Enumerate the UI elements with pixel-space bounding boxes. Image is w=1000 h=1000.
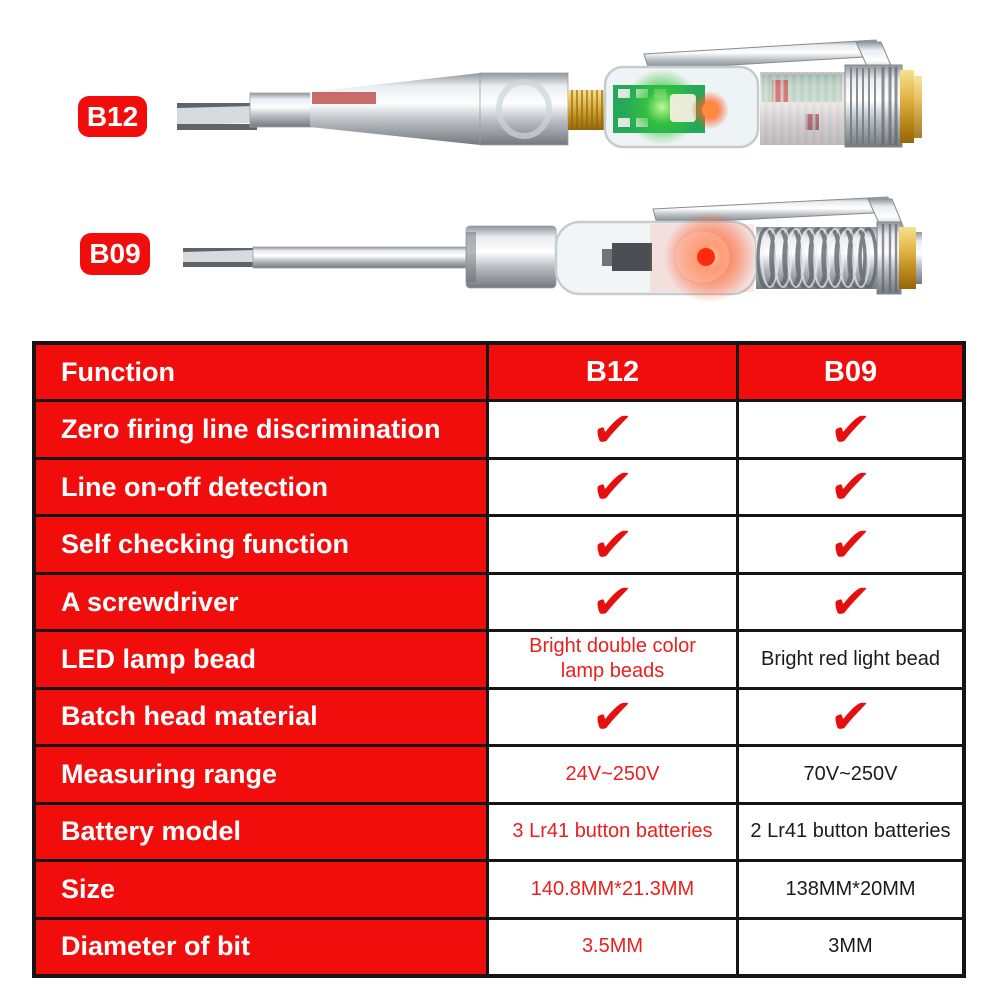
row-label: Diameter of bit	[36, 919, 486, 974]
b09-value-cell: 2 Lr41 button batteries	[739, 804, 962, 860]
voltage-tester-pen-b12-image	[177, 39, 922, 149]
b12-check-cell: ✔	[489, 689, 736, 745]
row-label: Battery model	[36, 804, 486, 860]
checkmark-icon: ✔	[589, 689, 636, 745]
checkmark-icon: ✔	[589, 574, 636, 630]
pen-shaft	[252, 225, 557, 289]
product-badge-b12: B12	[78, 96, 147, 137]
row-label: Batch head material	[36, 689, 486, 745]
b09-check-cell: ✔	[739, 574, 962, 630]
row-label: Zero firing line discrimination	[36, 402, 486, 457]
checkmark-icon: ✔	[827, 574, 874, 630]
spring-section	[756, 227, 878, 289]
b12-check-cell: ✔	[489, 402, 736, 457]
circuit-section	[760, 72, 845, 145]
checkmark-icon: ✔	[827, 459, 874, 515]
row-label: LED lamp bead	[36, 632, 486, 687]
b12-check-cell: ✔	[489, 459, 736, 515]
screwdriver-blade	[177, 103, 257, 130]
b12-value-cell: 24V~250V	[489, 747, 736, 802]
b09-check-cell: ✔	[739, 459, 962, 515]
spec-comparison-table: Function B12 B09 Zero firing line discri…	[32, 341, 966, 978]
b09-value-cell: 70V~250V	[739, 747, 962, 802]
red-label-band	[312, 92, 376, 104]
checkmark-icon: ✔	[827, 402, 874, 457]
gold-tip-ring	[900, 70, 914, 143]
b12-value-cell: 3.5MM	[489, 919, 736, 974]
b09-value-cell: Bright red light bead	[739, 632, 962, 687]
checkmark-icon: ✔	[827, 689, 874, 745]
indicator-window	[603, 65, 760, 149]
b09-check-cell: ✔	[739, 517, 962, 572]
b09-value-cell: 3MM	[739, 919, 962, 974]
product-badge-b09: B09	[80, 233, 150, 275]
pen-shaft	[249, 72, 569, 146]
voltage-tester-pen-b09-image	[183, 196, 922, 303]
row-label: Self checking function	[36, 517, 486, 572]
row-label: Measuring range	[36, 747, 486, 802]
row-label: A screwdriver	[36, 574, 486, 630]
b12-value-cell: 3 Lr41 button batteries	[489, 804, 736, 860]
green-led-glow	[624, 69, 700, 145]
end-cap	[876, 221, 922, 295]
screwdriver-blade	[183, 248, 257, 267]
end-cap	[844, 64, 922, 148]
row-label: Size	[36, 862, 486, 917]
checkmark-icon: ✔	[589, 517, 636, 572]
gold-thread	[568, 90, 608, 130]
row-label: Line on-off detection	[36, 459, 486, 515]
b09-value-cell: 138MM*20MM	[739, 862, 962, 917]
bulb-window	[554, 211, 758, 303]
b09-check-cell: ✔	[739, 689, 962, 745]
b12-check-cell: ✔	[489, 574, 736, 630]
checkmark-icon: ✔	[589, 459, 636, 515]
b12-value-cell: 140.8MM*21.3MM	[489, 862, 736, 917]
b09-check-cell: ✔	[739, 402, 962, 457]
checkmark-icon: ✔	[827, 517, 874, 572]
gold-tip-ring	[899, 227, 916, 289]
b12-check-cell: ✔	[489, 517, 736, 572]
b12-value-cell: Bright double color lamp beads	[489, 632, 736, 687]
header-function-cell: Function	[36, 345, 486, 400]
header-b09-cell: B09	[739, 345, 962, 400]
checkmark-icon: ✔	[589, 402, 636, 457]
header-b12-cell: B12	[489, 345, 736, 400]
